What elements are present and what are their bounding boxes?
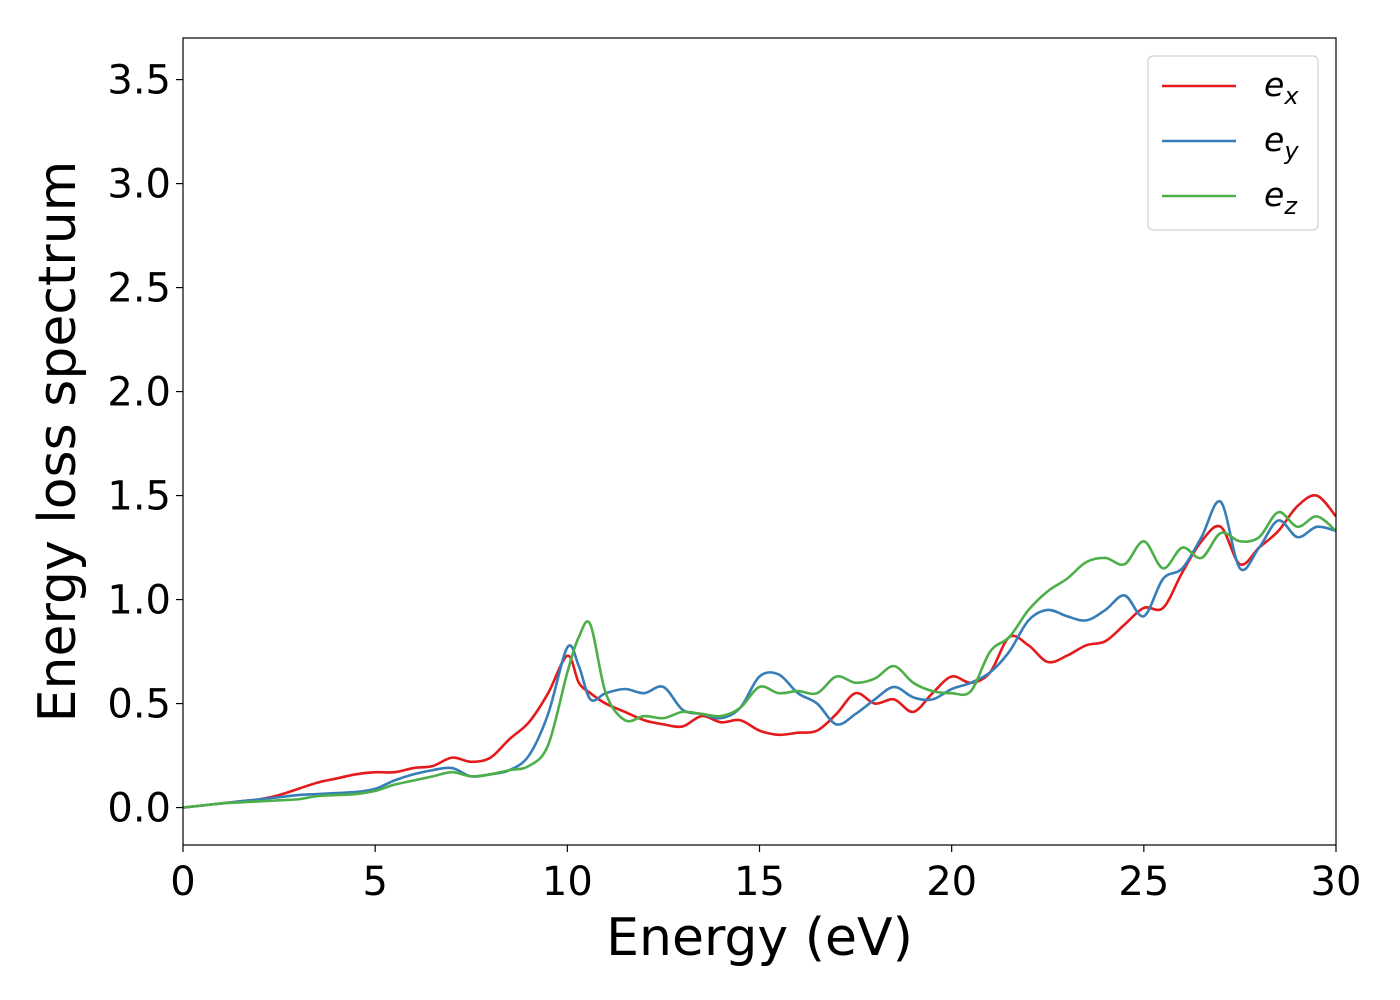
x-tick-label: 5 [362,859,387,905]
x-axis-label: Energy (eV) [606,908,913,968]
legend-box [1147,55,1319,231]
x-tick-label: 10 [542,859,593,905]
series-line-e-z [183,510,1336,809]
series-line-e-x [183,493,1336,809]
y-tick-label: 2.0 [107,370,171,416]
y-tick-label: 0.5 [107,682,171,728]
y-tick-label: 2.5 [107,266,171,312]
x-tick-label: 25 [1118,859,1169,905]
y-tick-label: 3.5 [107,58,171,104]
x-tick-label: 15 [734,859,785,905]
y-axis-label: Energy loss spectrum [28,161,88,723]
series-line-e-y [183,500,1336,809]
legend-label: ey [1264,120,1299,165]
legend: ex ey ez [1147,55,1319,231]
legend-label: ez [1264,175,1298,220]
y-axis: 0.0 0.5 1.0 1.5 2.0 2.5 3.0 3.5 [107,58,183,832]
x-tick-label: 30 [1311,859,1362,905]
series-layer [183,493,1336,809]
x-tick-label: 20 [926,859,977,905]
y-tick-label: 3.0 [107,162,171,208]
x-axis: 0 5 10 15 20 25 30 [170,845,1361,905]
legend-label: ex [1264,65,1299,110]
y-tick-label: 1.0 [107,578,171,624]
y-tick-label: 1.5 [107,474,171,520]
y-tick-label: 0.0 [107,786,171,832]
x-tick-label: 0 [170,859,195,905]
